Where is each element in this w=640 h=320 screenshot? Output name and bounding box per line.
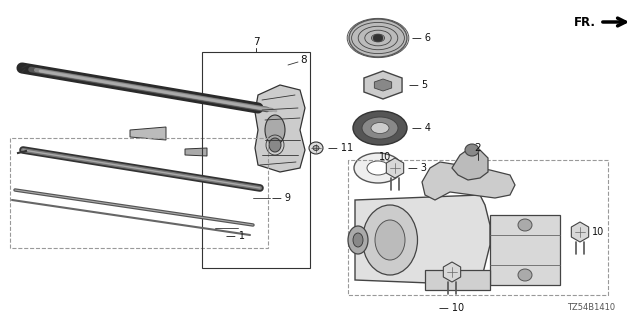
Polygon shape xyxy=(130,127,166,140)
Ellipse shape xyxy=(375,220,405,260)
Polygon shape xyxy=(255,85,305,172)
Ellipse shape xyxy=(269,138,281,152)
Ellipse shape xyxy=(354,153,402,183)
Text: — 6: — 6 xyxy=(412,33,431,43)
Text: 10: 10 xyxy=(379,152,391,162)
Polygon shape xyxy=(490,215,560,285)
Ellipse shape xyxy=(313,146,319,150)
Ellipse shape xyxy=(373,35,383,42)
Polygon shape xyxy=(387,158,404,178)
Ellipse shape xyxy=(362,205,417,275)
Text: — 4: — 4 xyxy=(412,123,431,133)
Text: — 1: — 1 xyxy=(226,231,245,241)
Ellipse shape xyxy=(349,19,407,57)
Polygon shape xyxy=(185,148,207,156)
Text: — 5: — 5 xyxy=(409,80,428,90)
Ellipse shape xyxy=(353,233,363,247)
Polygon shape xyxy=(444,262,461,282)
Polygon shape xyxy=(355,195,490,285)
Polygon shape xyxy=(422,162,515,200)
Ellipse shape xyxy=(518,269,532,281)
Ellipse shape xyxy=(371,123,389,133)
Ellipse shape xyxy=(362,117,398,139)
Text: 8: 8 xyxy=(300,55,307,65)
Text: 10: 10 xyxy=(592,227,604,237)
Ellipse shape xyxy=(348,226,368,254)
Ellipse shape xyxy=(465,144,479,156)
Text: TZ54B1410: TZ54B1410 xyxy=(567,303,615,313)
Polygon shape xyxy=(425,270,490,290)
Polygon shape xyxy=(374,79,392,91)
Polygon shape xyxy=(572,222,589,242)
Ellipse shape xyxy=(367,161,389,175)
Text: — 10: — 10 xyxy=(440,303,465,313)
Text: — 11: — 11 xyxy=(328,143,353,153)
Ellipse shape xyxy=(518,219,532,231)
Text: 2: 2 xyxy=(475,143,481,153)
Ellipse shape xyxy=(265,115,285,145)
Polygon shape xyxy=(452,148,488,180)
Ellipse shape xyxy=(353,111,407,145)
Text: FR.: FR. xyxy=(574,15,596,28)
Polygon shape xyxy=(364,71,402,99)
Text: — 9: — 9 xyxy=(272,193,291,203)
Text: — 3: — 3 xyxy=(408,163,427,173)
Ellipse shape xyxy=(309,142,323,154)
Text: 7: 7 xyxy=(253,37,259,47)
